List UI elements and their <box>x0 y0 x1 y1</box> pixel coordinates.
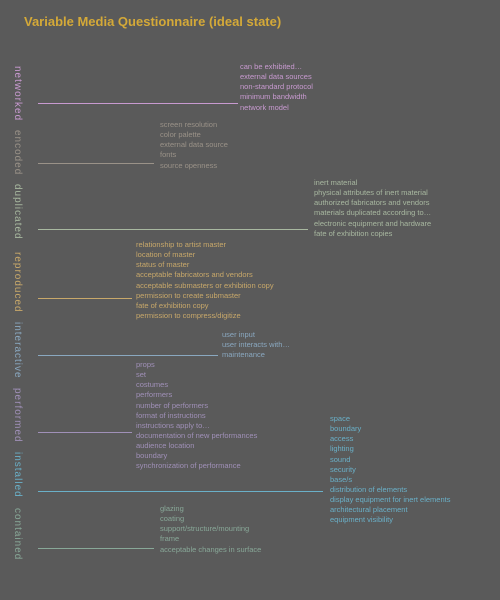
r-installed <box>38 491 323 492</box>
vlabel-reproduced: reproduced <box>12 252 23 313</box>
item: frame <box>160 534 261 544</box>
item: equipment visibility <box>330 515 450 525</box>
item: relationship to artist master <box>136 240 274 250</box>
b-performed: propssetcostumesperformersnumber of perf… <box>136 360 257 471</box>
item: screen resolution <box>160 120 228 130</box>
item: non-standard protocol <box>240 82 313 92</box>
item: color palette <box>160 130 228 140</box>
item: user input <box>222 330 290 340</box>
item: fonts <box>160 150 228 160</box>
r-contained <box>38 548 154 549</box>
vlabel-contained: contained <box>12 508 23 560</box>
item: authorized fabricators and vendors <box>314 198 431 208</box>
item: props <box>136 360 257 370</box>
item: electronic equipment and hardware <box>314 219 431 229</box>
item: source openness <box>160 161 228 171</box>
item: minimum bandwidth <box>240 92 313 102</box>
item: location of master <box>136 250 274 260</box>
r-reproduced <box>38 298 132 299</box>
item: acceptable fabricators and vendors <box>136 270 274 280</box>
b-encoded: screen resolutioncolor paletteexternal d… <box>160 120 228 171</box>
item: audience location <box>136 441 257 451</box>
item: documentation of new performances <box>136 431 257 441</box>
item: acceptable submasters or exhibition copy <box>136 281 274 291</box>
page-title: Variable Media Questionnaire (ideal stat… <box>24 14 281 29</box>
item: physical attributes of inert material <box>314 188 431 198</box>
item: instructions apply to… <box>136 421 257 431</box>
b-networked: can be exhibited…external data sourcesno… <box>240 62 313 113</box>
item: permission to create submaster <box>136 291 274 301</box>
item: network model <box>240 103 313 113</box>
item: architectural placement <box>330 505 450 515</box>
item: display equipment for inert elements <box>330 495 450 505</box>
item: access <box>330 434 450 444</box>
item: sound <box>330 455 450 465</box>
item: distribution of elements <box>330 485 450 495</box>
r-encoded <box>38 163 154 164</box>
b-interactive: user inputuser interacts with…maintenanc… <box>222 330 290 360</box>
item: security <box>330 465 450 475</box>
r-duplicated <box>38 229 308 230</box>
vlabel-networked: networked <box>12 66 23 121</box>
item: can be exhibited… <box>240 62 313 72</box>
item: glazing <box>160 504 261 514</box>
b-reproduced: relationship to artist masterlocation of… <box>136 240 274 321</box>
item: inert material <box>314 178 431 188</box>
item: materials duplicated according to… <box>314 208 431 218</box>
b-installed: spaceboundaryaccesslightingsoundsecurity… <box>330 414 450 525</box>
item: support/structure/mounting <box>160 524 261 534</box>
r-performed <box>38 432 132 433</box>
b-duplicated: inert materialphysical attributes of ine… <box>314 178 431 239</box>
item: performers <box>136 390 257 400</box>
vlabel-encoded: encoded <box>12 130 23 175</box>
vlabel-duplicated: duplicated <box>12 184 23 240</box>
item: set <box>136 370 257 380</box>
r-networked <box>38 103 238 104</box>
item: maintenance <box>222 350 290 360</box>
item: number of performers <box>136 401 257 411</box>
r-interactive <box>38 355 218 356</box>
vlabel-interactive: interactive <box>12 322 23 379</box>
item: coating <box>160 514 261 524</box>
item: status of master <box>136 260 274 270</box>
item: synchronization of performance <box>136 461 257 471</box>
item: boundary <box>330 424 450 434</box>
item: costumes <box>136 380 257 390</box>
item: fate of exhibition copy <box>136 301 274 311</box>
item: permission to compress/digitize <box>136 311 274 321</box>
item: user interacts with… <box>222 340 290 350</box>
vlabel-installed: installed <box>12 452 23 498</box>
b-contained: glazingcoatingsupport/structure/mounting… <box>160 504 261 555</box>
item: acceptable changes in surface <box>160 545 261 555</box>
item: boundary <box>136 451 257 461</box>
item: lighting <box>330 444 450 454</box>
item: space <box>330 414 450 424</box>
item: format of instructions <box>136 411 257 421</box>
vlabel-performed: performed <box>12 388 23 443</box>
item: base/s <box>330 475 450 485</box>
item: external data source <box>160 140 228 150</box>
item: external data sources <box>240 72 313 82</box>
item: fate of exhibition copies <box>314 229 431 239</box>
